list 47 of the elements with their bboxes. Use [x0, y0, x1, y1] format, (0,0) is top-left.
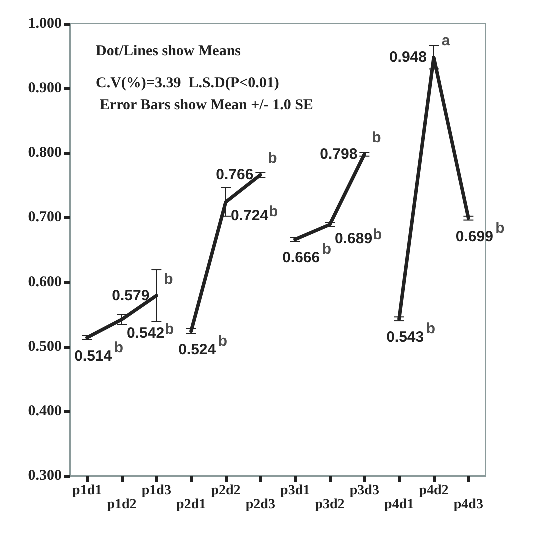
- annotation: b: [496, 220, 505, 237]
- x-tick-label: p2d2: [211, 484, 241, 498]
- data-label: 0.699: [456, 228, 494, 246]
- x-tick-label: p1d1: [72, 484, 102, 498]
- y-tick-label: 0.300: [28, 468, 62, 484]
- annotation: b: [164, 270, 174, 288]
- data-label: 0.514: [74, 348, 113, 365]
- annotation: Error Bars show Mean +/- 1.0 SE: [100, 98, 314, 114]
- annotation: b: [373, 226, 382, 244]
- x-tick-label: p2d1: [176, 498, 206, 512]
- y-tick-label: 0.600: [28, 274, 62, 290]
- x-tick-label: p4d2: [419, 484, 449, 498]
- x-tick-label: p1d3: [142, 484, 172, 498]
- data-label: 0.766: [216, 166, 254, 184]
- y-tick-label: 0.400: [28, 403, 62, 420]
- annotation: b: [372, 129, 382, 146]
- x-tick-label: p3d2: [315, 498, 345, 512]
- data-label: 0.724: [231, 208, 270, 225]
- data-label: 0.689: [335, 230, 373, 248]
- data-label: 0.543: [386, 329, 424, 346]
- data-label: 0.948: [389, 49, 427, 66]
- data-label: 0.666: [282, 250, 320, 267]
- annotation: b: [165, 321, 174, 338]
- y-tick-label: 0.800: [28, 145, 62, 162]
- data-label: 0.798: [320, 146, 358, 163]
- data-label: 0.579: [112, 287, 150, 304]
- annotation: C.V(%)=3.39 L.S.D(P<0.01): [96, 76, 280, 92]
- y-tick-label: 0.500: [28, 338, 62, 355]
- y-tick-label: 1.000: [28, 16, 62, 32]
- x-tick-label: p4d1: [384, 498, 414, 512]
- data-label: 0.542: [127, 325, 165, 342]
- x-tick-label: p1d2: [107, 498, 137, 512]
- annotation: a: [442, 32, 451, 50]
- x-tick-label: p3d3: [350, 484, 380, 498]
- annotation: b: [426, 320, 436, 338]
- annotation: Dot/Lines show Means: [96, 44, 242, 60]
- x-tick-label: p3d1: [280, 484, 310, 498]
- x-tick-label: p2d3: [246, 498, 276, 512]
- annotation: b: [218, 332, 228, 350]
- x-tick-label: p4d3: [454, 498, 484, 512]
- data-label: 0.524: [178, 341, 217, 358]
- annotation: b: [269, 204, 278, 221]
- y-tick-label: 0.900: [28, 80, 62, 97]
- annotation: b: [268, 150, 278, 168]
- y-tick-label: 0.700: [28, 210, 62, 226]
- annotation: b: [322, 241, 332, 258]
- annotation: b: [114, 339, 124, 356]
